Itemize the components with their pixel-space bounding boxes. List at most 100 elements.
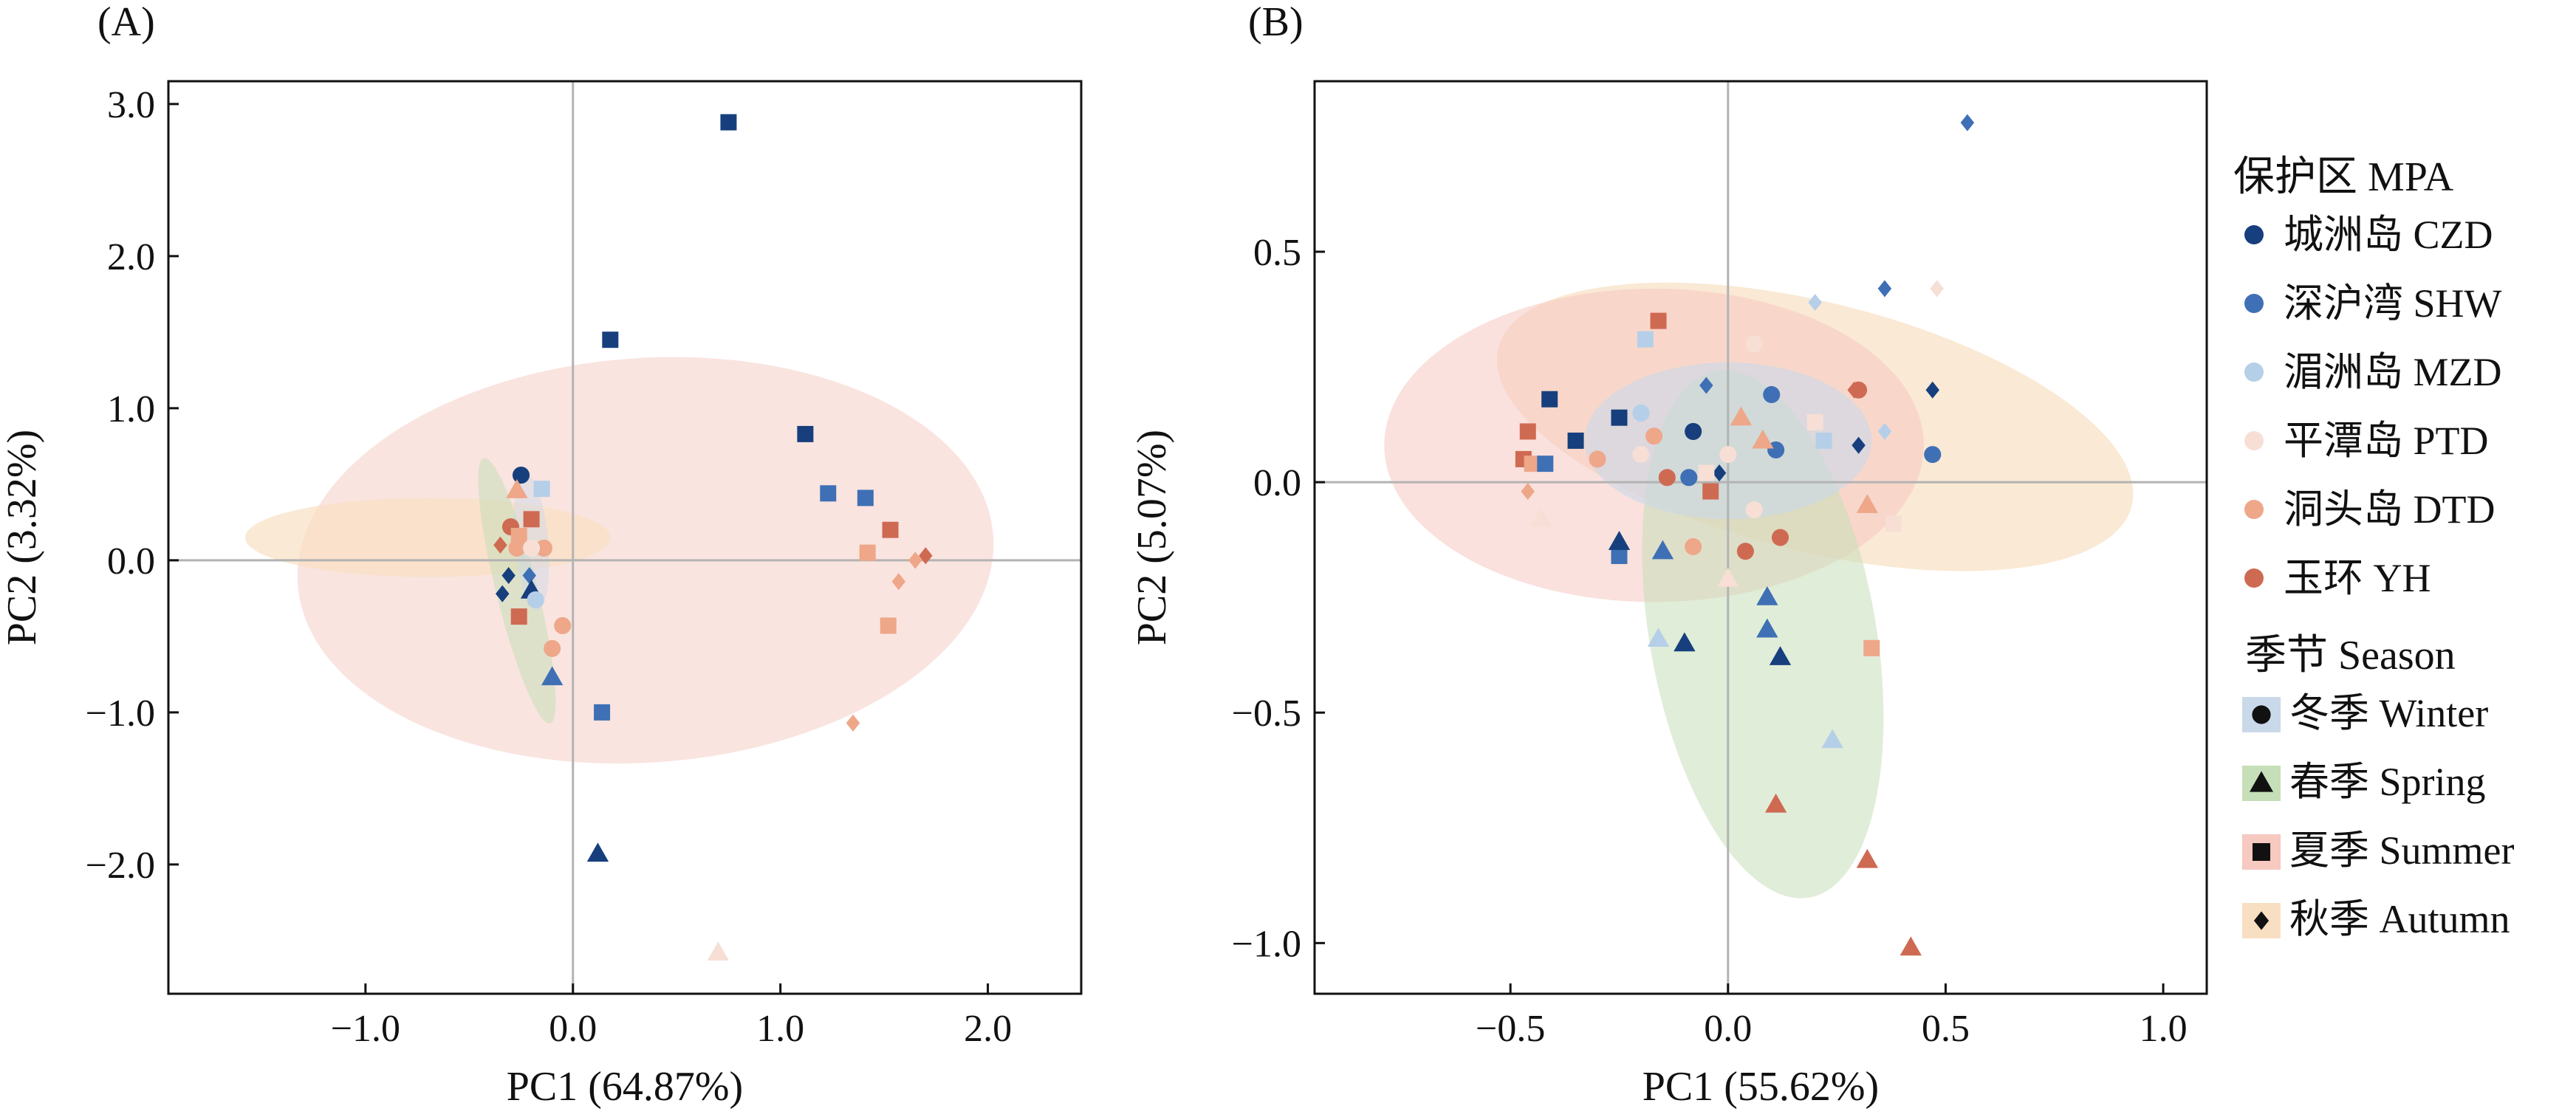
panel-b-frame [1313,80,2208,995]
legend-season-marker [2253,911,2270,930]
panel-b-point [1863,639,1880,656]
panel-a-ytick-label: 2.0 [107,236,155,278]
panel-b-point [1632,404,1650,422]
panel-b-point [1611,547,1628,564]
panel-b-point [1756,618,1778,638]
panel-b-point [1567,432,1584,449]
panel-a-ytick-label: 1.0 [107,388,155,430]
panel-a-point [720,114,737,131]
panel-b-point [1821,729,1843,749]
panel-a-ytick-label: 0.0 [107,540,155,583]
legend-site-marker [2244,568,2264,588]
panel-b-point [1806,413,1823,430]
panel-a-xtick-label: 2.0 [964,1008,1012,1050]
panel-b-point [1769,646,1792,665]
legend-seasons: 冬季 Winter 春季 Spring 夏季 Summer 秋季 Autumn [2242,691,2515,941]
panel-b-point [1589,450,1606,468]
legend-site-marker [2244,431,2264,450]
panel-b-point [1712,464,1727,482]
panel-b-xtick-label: 0.5 [1922,1008,1970,1050]
legend-season-label: 冬季 Winter [2289,691,2488,735]
legend-mpa-title: 保护区 MPA [2233,154,2454,200]
panel-b-point [1885,515,1902,532]
panel-a-point [857,489,874,506]
panel-a-point [506,478,528,498]
panel-a-ytick-label: 3.0 [107,84,155,126]
panel-b-point [1856,848,1879,868]
panel-a-label: (A) [97,0,155,45]
legend-season-marker [2253,843,2270,861]
panel-a-point [523,539,541,557]
panel-a-point [820,485,837,502]
panel-b-point [1680,469,1698,487]
panel-a-point [522,566,537,585]
panel-b-point [1651,540,1674,560]
legend-site-label: 城洲岛 CZD [2284,213,2493,257]
panel-b-point [1650,312,1667,329]
panel-b-point [1685,537,1702,556]
legend-site-marker [2244,500,2264,519]
legend-site-label: 湄洲岛 MZD [2284,350,2502,394]
panel-a-point [535,539,552,557]
panel-b-point [1645,427,1663,445]
panel-a-point [493,536,507,554]
panel-b-point [1925,381,1940,399]
panel-a-point [919,547,933,565]
panel-a-point [880,617,897,634]
panel-a-points [493,114,933,961]
panel-b-point [1877,280,1892,298]
panel-a-ellipse-autumn [244,498,611,577]
panel-b-ylabel: PC2 (5.07%) [1129,430,1175,645]
panel-b-point [1850,381,1868,399]
panel-b-point [1702,483,1719,500]
panel-b-point [1537,456,1554,473]
legend-season-title: 季节 Season [2245,633,2456,678]
panel-a-point [797,425,814,442]
panel-b-point [1611,409,1628,426]
panel-a-point [594,704,611,721]
panel-b-point [1674,632,1696,652]
panel-b-label: (B) [1248,0,1304,45]
panel-a-ellipse-spring [478,458,556,724]
panel-a-point [908,552,922,569]
panel-b-point [1658,469,1676,487]
panel-a-point [554,616,572,635]
panel-b-point [1763,385,1781,404]
legend-season-marker [2252,705,2271,724]
panel-b-point [1541,391,1558,408]
legend-site-label: 深沪湾 SHW [2284,281,2502,326]
panel-b-xtick-label: 0.0 [1704,1008,1752,1050]
panel-b-xtick-label: 1.0 [2140,1008,2188,1050]
panel-a-xlabel: PC1 (64.87%) [507,1064,743,1110]
panel-b-point [1960,114,1975,131]
panel-b-point [1752,429,1774,449]
legend-season-label: 春季 Spring [2289,760,2486,804]
legend-season-label: 秋季 Autumn [2289,897,2510,941]
panel-a-point [602,331,619,348]
panel-a-ytick-label: −2.0 [86,845,155,887]
panel-b-point [1815,432,1832,449]
panel-b-ellipses [1384,282,2134,899]
panel-a-ytick-label: −1.0 [86,693,155,735]
panel-b-ytick-label: 0.0 [1253,462,1301,504]
panel-b-point [1717,568,1739,587]
panel-a-point [501,566,515,585]
panel-b-point [1699,377,1713,394]
legend-site-label: 玉环 YH [2284,556,2431,600]
panel-b-point [1530,507,1552,527]
panel-a-point [527,591,544,609]
panel-a-point [523,511,540,528]
panel-a-point [544,639,561,657]
panel-b-point [1730,406,1753,426]
panel-a-point [882,521,899,538]
panel-b-point [1637,331,1654,348]
legend-season-label: 夏季 Summer [2289,828,2515,873]
panel-b-point [1756,585,1778,605]
panel-b-point [1519,423,1536,440]
legend-site-marker [2244,363,2264,382]
panel-b-point [1698,464,1715,481]
panel-a-reference-lines [168,81,1081,994]
legend-site-label: 平潭岛 PTD [2284,419,2489,463]
panel-b-ytick-label: −0.5 [1232,693,1301,735]
